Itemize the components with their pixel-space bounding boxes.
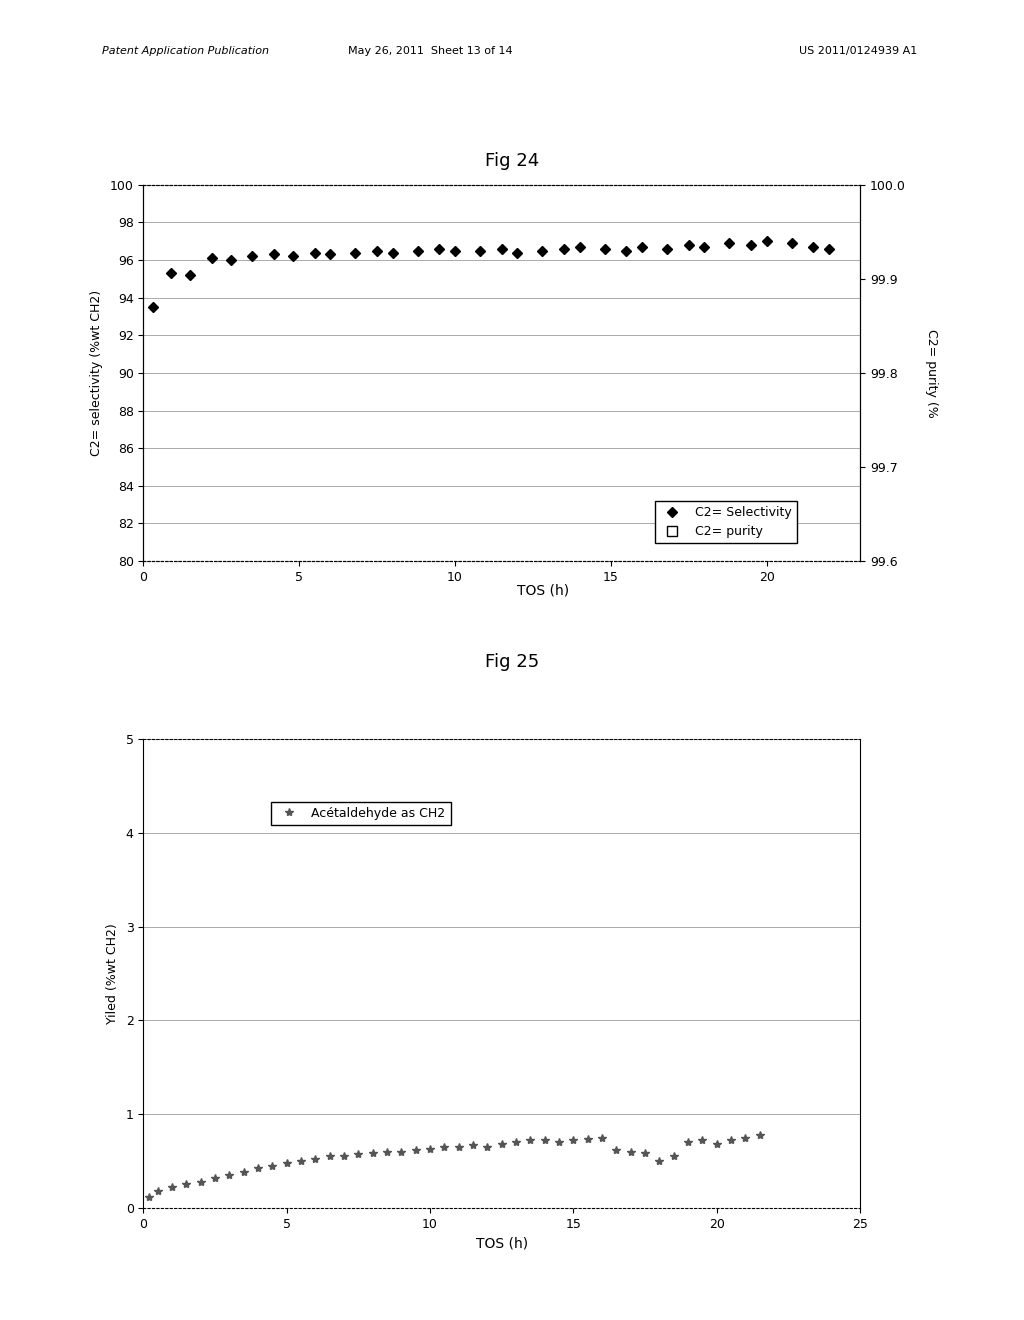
Acétaldehyde as CH2: [295, 1154, 307, 1170]
Acétaldehyde as CH2: [668, 1148, 680, 1164]
Acétaldehyde as CH2: [180, 1176, 193, 1192]
Acétaldehyde as CH2: [481, 1139, 494, 1155]
C2= Selectivity: [449, 243, 461, 259]
C2= Selectivity: [433, 240, 445, 256]
Acétaldehyde as CH2: [610, 1142, 623, 1158]
Acétaldehyde as CH2: [682, 1134, 694, 1150]
Legend: Acétaldehyde as CH2: Acétaldehyde as CH2: [271, 801, 451, 825]
Legend: C2= Selectivity, C2= purity: C2= Selectivity, C2= purity: [654, 502, 797, 544]
Acétaldehyde as CH2: [754, 1127, 766, 1143]
Acétaldehyde as CH2: [238, 1164, 250, 1180]
Acétaldehyde as CH2: [653, 1154, 666, 1170]
C2= Selectivity: [761, 234, 773, 249]
C2= Selectivity: [598, 240, 610, 256]
Acétaldehyde as CH2: [195, 1173, 207, 1189]
Acétaldehyde as CH2: [553, 1134, 565, 1150]
Acétaldehyde as CH2: [639, 1146, 651, 1162]
C2= Selectivity: [224, 252, 237, 268]
C2= Selectivity: [165, 265, 177, 281]
Acétaldehyde as CH2: [324, 1148, 336, 1164]
Y-axis label: C2= selectivity (%wt CH2): C2= selectivity (%wt CH2): [90, 290, 102, 455]
C2= Selectivity: [247, 248, 259, 264]
Acétaldehyde as CH2: [338, 1148, 350, 1164]
Acétaldehyde as CH2: [438, 1139, 451, 1155]
C2= Selectivity: [496, 240, 508, 256]
Text: US 2011/0124939 A1: US 2011/0124939 A1: [799, 46, 916, 57]
C2= Selectivity: [184, 267, 197, 282]
Acétaldehyde as CH2: [166, 1179, 178, 1195]
C2= Selectivity: [621, 243, 633, 259]
C2= Selectivity: [268, 247, 281, 263]
Acétaldehyde as CH2: [725, 1133, 737, 1148]
C2= Selectivity: [537, 243, 549, 259]
Text: Patent Application Publication: Patent Application Publication: [102, 46, 269, 57]
Text: TOS (h): TOS (h): [517, 583, 569, 598]
C2= Selectivity: [744, 238, 757, 253]
C2= Selectivity: [412, 243, 424, 259]
X-axis label: TOS (h): TOS (h): [476, 1236, 527, 1250]
Acétaldehyde as CH2: [223, 1167, 236, 1183]
C2= Selectivity: [723, 235, 735, 251]
Acétaldehyde as CH2: [395, 1143, 408, 1159]
Acétaldehyde as CH2: [424, 1140, 436, 1156]
Acétaldehyde as CH2: [352, 1147, 365, 1163]
Acétaldehyde as CH2: [143, 1188, 156, 1204]
Text: Fig 24: Fig 24: [485, 152, 539, 170]
Acétaldehyde as CH2: [582, 1131, 594, 1147]
Acétaldehyde as CH2: [152, 1183, 164, 1199]
Acétaldehyde as CH2: [711, 1137, 723, 1152]
C2= Selectivity: [785, 235, 798, 251]
Acétaldehyde as CH2: [567, 1133, 580, 1148]
C2= Selectivity: [325, 247, 337, 263]
C2= Selectivity: [683, 238, 695, 253]
C2= Selectivity: [511, 244, 523, 260]
Text: Fig 25: Fig 25: [485, 653, 539, 672]
Acétaldehyde as CH2: [453, 1139, 465, 1155]
Acétaldehyde as CH2: [510, 1134, 522, 1150]
Acétaldehyde as CH2: [367, 1146, 379, 1162]
Acétaldehyde as CH2: [625, 1143, 637, 1159]
C2= Selectivity: [287, 248, 299, 264]
Acétaldehyde as CH2: [281, 1155, 293, 1171]
C2= Selectivity: [206, 251, 218, 267]
C2= Selectivity: [474, 243, 486, 259]
C2= Selectivity: [807, 239, 819, 255]
Acétaldehyde as CH2: [266, 1158, 279, 1173]
Y-axis label: C2= purity (%: C2= purity (%: [926, 329, 938, 417]
Acétaldehyde as CH2: [381, 1143, 393, 1159]
Acétaldehyde as CH2: [209, 1170, 221, 1185]
C2= Selectivity: [146, 300, 159, 315]
C2= Selectivity: [308, 244, 321, 260]
Acétaldehyde as CH2: [467, 1137, 479, 1152]
C2= Selectivity: [349, 244, 361, 260]
C2= Selectivity: [558, 240, 570, 256]
C2= Selectivity: [823, 240, 836, 256]
C2= Selectivity: [636, 239, 648, 255]
Y-axis label: Yiled (%wt CH2): Yiled (%wt CH2): [105, 923, 119, 1024]
Acétaldehyde as CH2: [524, 1133, 537, 1148]
Acétaldehyde as CH2: [496, 1137, 508, 1152]
Line: C2= Selectivity: C2= Selectivity: [148, 238, 833, 312]
Text: May 26, 2011  Sheet 13 of 14: May 26, 2011 Sheet 13 of 14: [348, 46, 512, 57]
Acétaldehyde as CH2: [696, 1133, 709, 1148]
C2= Selectivity: [660, 240, 673, 256]
C2= Selectivity: [386, 244, 398, 260]
Acétaldehyde as CH2: [596, 1130, 608, 1146]
Acétaldehyde as CH2: [252, 1160, 264, 1176]
Line: Acétaldehyde as CH2: Acétaldehyde as CH2: [145, 1130, 764, 1201]
C2= Selectivity: [698, 239, 711, 255]
Acétaldehyde as CH2: [539, 1133, 551, 1148]
Acétaldehyde as CH2: [739, 1130, 752, 1146]
C2= Selectivity: [573, 239, 586, 255]
Acétaldehyde as CH2: [309, 1151, 322, 1167]
C2= Selectivity: [371, 243, 383, 259]
Acétaldehyde as CH2: [410, 1142, 422, 1158]
